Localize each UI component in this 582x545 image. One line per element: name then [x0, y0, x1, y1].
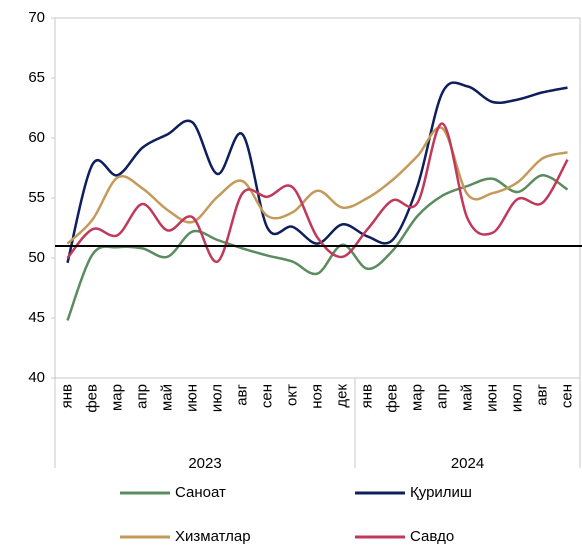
x-tick-label: апр: [133, 384, 150, 409]
x-tick-label: май: [458, 384, 475, 411]
x-tick-label: авг: [533, 383, 550, 405]
series-line: [66, 81, 568, 264]
x-tick-label: авг: [233, 383, 250, 405]
group-label: 2024: [451, 455, 484, 472]
x-tick-label: мар: [108, 384, 125, 411]
group-label: 2023: [188, 455, 221, 472]
series-line: [66, 173, 569, 321]
x-tick-label: июл: [508, 384, 525, 412]
y-tick-label: 45: [28, 309, 45, 326]
x-tick-label: июл: [208, 384, 225, 412]
x-tick-label: окт: [283, 384, 300, 406]
y-tick-label: 55: [28, 189, 45, 206]
series-line: [66, 122, 569, 263]
legend-label: Қурилиш: [410, 484, 472, 501]
legend-label: Хизматлар: [175, 528, 251, 545]
x-tick-label: мар: [408, 384, 425, 411]
y-tick-label: 60: [28, 129, 45, 146]
x-tick-label: фев: [83, 384, 100, 413]
x-tick-label: фев: [383, 384, 400, 413]
x-tick-label: июн: [183, 384, 200, 412]
legend-label: Савдо: [410, 528, 454, 545]
y-tick-label: 65: [28, 69, 45, 86]
x-tick-label: ноя: [308, 384, 325, 409]
y-tick-label: 70: [28, 9, 45, 26]
x-tick-label: апр: [433, 384, 450, 409]
x-tick-label: янв: [358, 384, 375, 408]
plot-frame: [54, 17, 581, 379]
x-tick-label: сен: [558, 384, 575, 408]
y-tick-label: 40: [28, 369, 45, 386]
legend-label: Саноат: [175, 484, 226, 501]
y-tick-label: 50: [28, 249, 45, 266]
x-tick-label: дек: [333, 384, 350, 408]
x-tick-label: янв: [58, 384, 75, 408]
x-tick-label: май: [158, 384, 175, 411]
x-tick-label: июн: [483, 384, 500, 412]
x-tick-label: сен: [258, 384, 275, 408]
series-line: [66, 126, 568, 245]
